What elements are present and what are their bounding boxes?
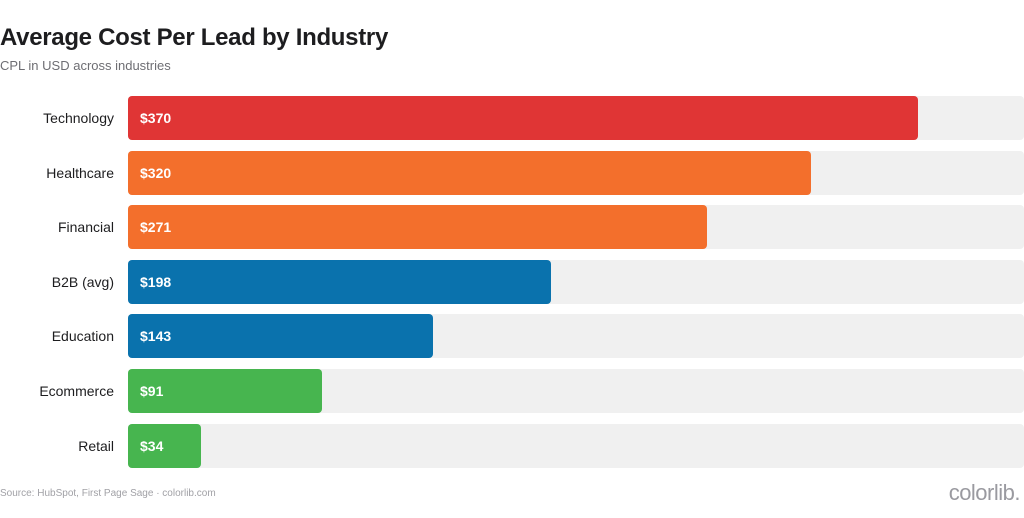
bar-row: Healthcare $320 bbox=[0, 151, 1024, 195]
bar-row: B2B (avg) $198 bbox=[0, 260, 1024, 304]
category-label: B2B (avg) bbox=[51, 274, 114, 290]
category-label: Healthcare bbox=[46, 165, 114, 181]
value-label: $34 bbox=[140, 438, 164, 454]
bar-row: Technology $370 bbox=[0, 96, 1024, 140]
value-label: $271 bbox=[140, 219, 172, 235]
bar-track bbox=[128, 424, 1024, 468]
brand-logo: colorlib. bbox=[948, 480, 1021, 505]
chart-title: Average Cost Per Lead by Industry bbox=[0, 24, 388, 51]
bar bbox=[128, 205, 707, 249]
bar bbox=[128, 369, 322, 413]
value-label: $320 bbox=[140, 165, 172, 181]
value-label: $143 bbox=[140, 328, 172, 344]
category-label: Ecommerce bbox=[39, 383, 114, 399]
bar-row: Financial $271 bbox=[0, 205, 1024, 249]
category-label: Education bbox=[51, 328, 114, 344]
bar bbox=[128, 424, 201, 468]
bar-row: Ecommerce $91 bbox=[0, 369, 1024, 413]
value-label: $370 bbox=[140, 110, 172, 126]
value-label: $198 bbox=[140, 274, 172, 290]
category-label: Financial bbox=[57, 219, 114, 235]
bar-row: Education $143 bbox=[0, 314, 1024, 358]
category-label: Retail bbox=[78, 438, 114, 454]
chart-subtitle: CPL in USD across industries bbox=[0, 58, 171, 73]
bar bbox=[128, 260, 551, 304]
bar bbox=[128, 314, 433, 358]
category-label: Technology bbox=[43, 110, 114, 126]
bar bbox=[128, 151, 811, 195]
bar-row: Retail $34 bbox=[0, 424, 1024, 468]
bar-chart: Technology $370 Healthcare $320 Financial $27… bbox=[0, 96, 1024, 476]
source-note: Source: HubSpot, First Page Sage · color… bbox=[0, 488, 216, 499]
value-label: $91 bbox=[140, 383, 164, 399]
bar bbox=[128, 96, 918, 140]
